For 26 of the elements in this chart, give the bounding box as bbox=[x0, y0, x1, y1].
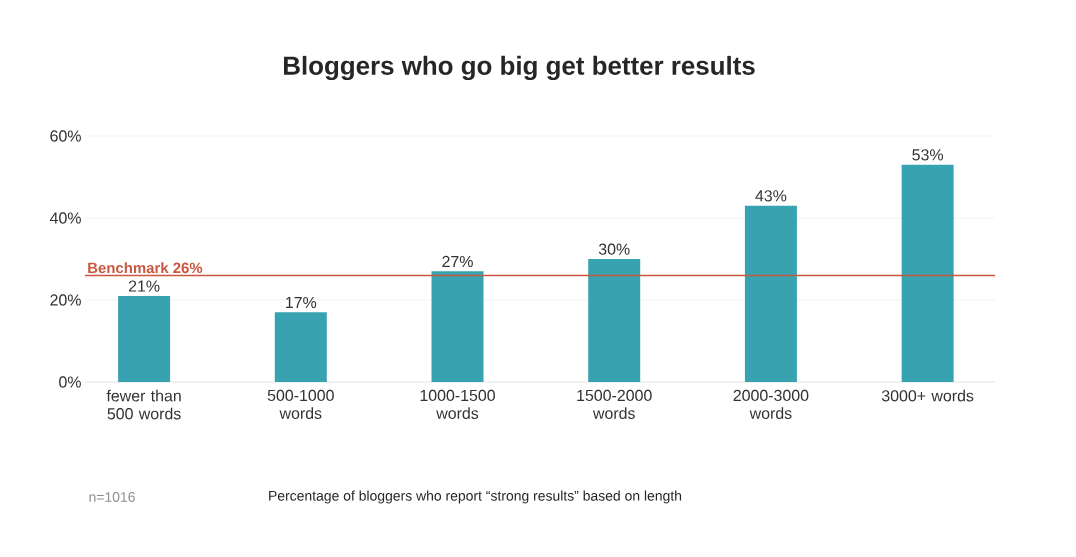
y-tick-label: 20% bbox=[50, 294, 81, 306]
y-tick-label: 60% bbox=[50, 130, 81, 142]
bar bbox=[431, 271, 484, 382]
y-tick-label: 40% bbox=[49, 212, 81, 224]
data-label: 43% bbox=[755, 190, 787, 202]
x-tick-label: 2000-3000 words bbox=[733, 389, 809, 419]
data-label: 30% bbox=[598, 243, 630, 255]
bar bbox=[901, 164, 954, 382]
bar bbox=[118, 295, 171, 382]
y-tick-label: 0% bbox=[59, 376, 81, 388]
data-label: 17% bbox=[286, 296, 317, 309]
data-label: 21% bbox=[128, 280, 160, 292]
x-tick-label: 1500-2000 words bbox=[577, 389, 652, 419]
x-tick-label: fewer than 500 words bbox=[106, 389, 181, 420]
bar bbox=[588, 258, 641, 382]
ref-line-label: Benchmark 26% bbox=[88, 262, 203, 274]
text: Percentage of bloggers who report “strong results” based on length bbox=[269, 490, 682, 504]
x-tick-label: 1000-1500 words bbox=[420, 389, 495, 419]
x-tick-label: 500-1000 words bbox=[267, 389, 334, 419]
x-tick-label: 3000+ words bbox=[881, 389, 974, 402]
text: n=1016 bbox=[89, 492, 135, 502]
data-label: 53% bbox=[912, 149, 944, 161]
bar bbox=[274, 312, 327, 382]
chart-title: Bloggers who go big get better results bbox=[284, 55, 755, 81]
bar bbox=[744, 205, 797, 382]
data-label: 27% bbox=[442, 255, 473, 268]
